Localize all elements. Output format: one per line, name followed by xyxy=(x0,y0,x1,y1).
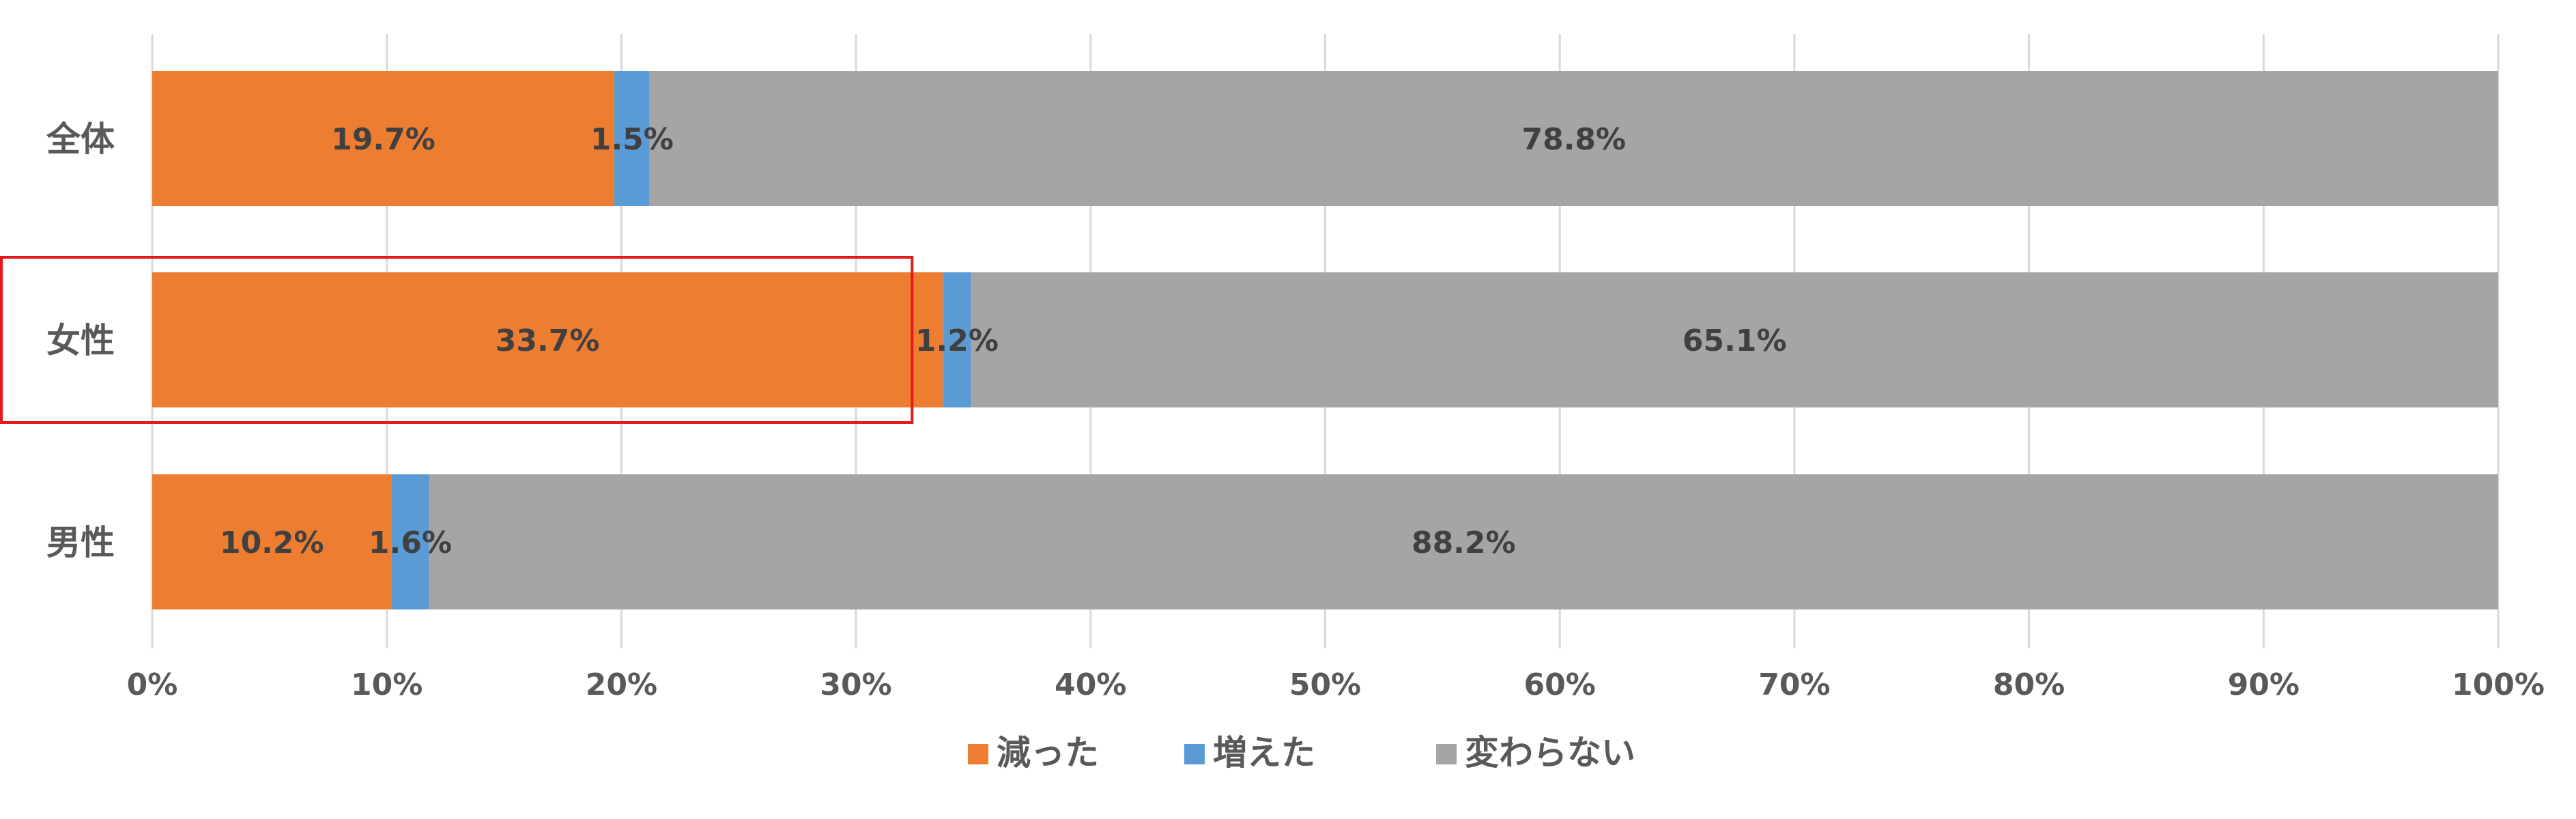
highlight-box xyxy=(0,256,914,424)
x-tick-label: 50% xyxy=(1289,667,1361,702)
x-tick-label: 20% xyxy=(586,667,657,702)
legend-swatch xyxy=(1184,744,1205,764)
x-tick-label: 80% xyxy=(1993,667,2065,702)
bar-segment xyxy=(152,272,943,407)
bar-segment xyxy=(971,272,2498,407)
data-label: 88.2% xyxy=(1412,526,1516,560)
category-label: 全体 xyxy=(46,119,115,159)
x-axis: 0% 10% 20% 30% 40% 50% 60% 70% 80% 90% 100% xyxy=(127,667,2545,702)
x-tick-label: 30% xyxy=(820,667,891,702)
data-label: 1.5% xyxy=(590,122,674,157)
category-label: 男性 xyxy=(46,523,115,562)
bar-segment xyxy=(649,71,2498,206)
data-label: 1.2% xyxy=(915,324,999,358)
legend-label: 減った xyxy=(997,733,1099,773)
bar-area xyxy=(152,71,2499,609)
data-label: 78.8% xyxy=(1521,122,1626,157)
bar-segment xyxy=(391,474,429,609)
legend-swatch xyxy=(968,744,988,764)
x-tick-label: 0% xyxy=(127,667,178,702)
data-label: 19.7% xyxy=(331,122,435,157)
legend-label: 変わらない xyxy=(1465,733,1635,773)
x-tick-label: 10% xyxy=(351,667,423,702)
legend-swatch xyxy=(1436,744,1457,764)
data-label-layer: 19.7% 1.5% 78.8% 33.7% 1.2% 65.1% 10.2% 1.6% 88.… xyxy=(220,122,1787,560)
x-tick-label: 90% xyxy=(2228,667,2300,702)
bar-segment xyxy=(152,71,615,206)
category-label: 女性 xyxy=(46,321,115,360)
data-label: 33.7% xyxy=(496,324,600,358)
legend: 減った 増えた 変わらない xyxy=(968,733,1635,773)
bar-segment xyxy=(614,71,650,206)
highlight-layer xyxy=(0,256,914,424)
bar-segment xyxy=(943,272,971,407)
x-tick-label: 60% xyxy=(1524,667,1596,702)
data-label: 65.1% xyxy=(1683,324,1787,358)
x-tick-label: 40% xyxy=(1055,667,1126,702)
bar-segment xyxy=(429,474,2499,609)
data-label: 1.6% xyxy=(369,526,452,560)
x-tick-label: 100% xyxy=(2452,667,2545,702)
bar-segment xyxy=(152,474,392,609)
data-label: 10.2% xyxy=(220,526,324,560)
x-tick-label: 70% xyxy=(1758,667,1830,702)
legend-label: 増えた xyxy=(1213,733,1315,773)
